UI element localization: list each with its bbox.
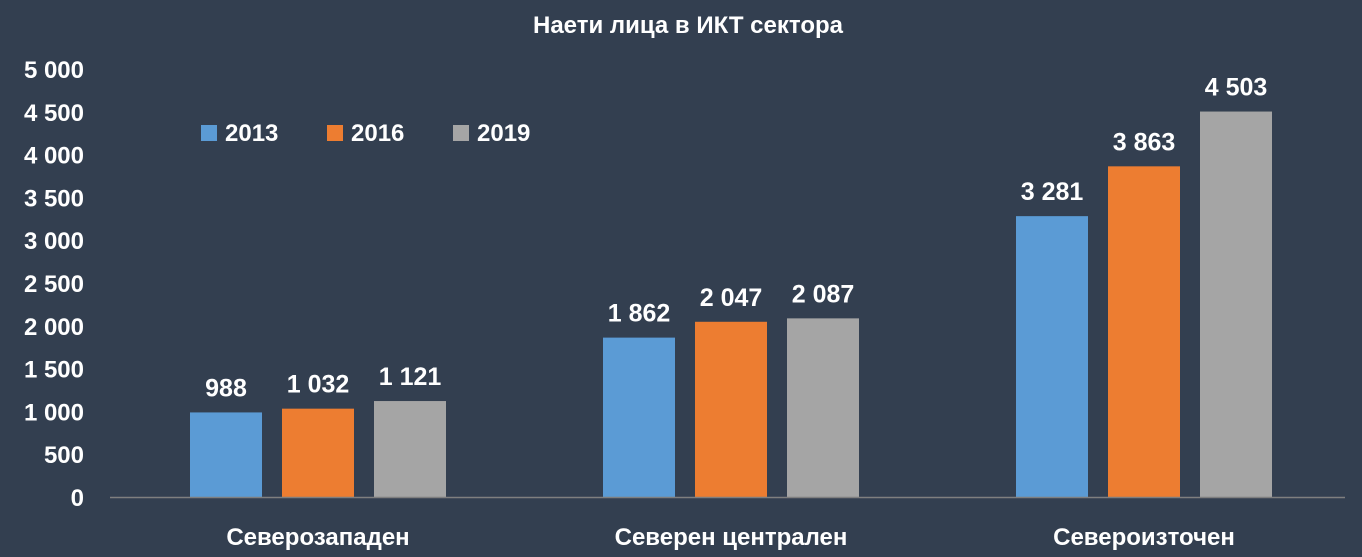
data-label: 2 047 [700,284,763,312]
category-label: Северен централен [615,524,848,551]
bar-2013-3 [1016,216,1088,497]
legend-swatch-2019 [453,125,469,141]
y-tick-label: 1 500 [24,357,84,384]
bar-2016-1 [282,408,354,497]
data-label: 3 281 [1021,178,1084,206]
y-tick-label: 5 000 [24,57,84,84]
y-tick-label: 4 000 [24,143,84,170]
bar-2019-1 [374,401,446,497]
chart-title: Наети лица в ИКТ сектора [533,12,844,39]
bar-2016-3 [1108,166,1180,497]
y-tick-label: 2 000 [24,314,84,341]
data-label: 4 503 [1205,74,1268,102]
y-tick-label: 3 500 [24,185,84,212]
y-tick-label: 1 000 [24,399,84,426]
bar-2016-2 [695,321,767,497]
bar-2013-2 [603,337,675,497]
y-tick-label: 2 500 [24,271,84,298]
category-label: Североизточен [1053,524,1235,551]
bar-2019-2 [787,318,859,497]
legend-label: 2013 [225,120,278,147]
y-tick-label: 4 500 [24,100,84,127]
data-label: 1 121 [379,363,442,391]
x-axis: Северозападен Северен централен Североизто… [110,496,1345,551]
legend-swatch-2016 [327,125,343,141]
data-label: 988 [205,374,247,402]
data-label: 1 032 [287,371,350,399]
data-label: 1 862 [608,300,671,328]
bar-2013-1 [190,412,262,497]
legend-label: 2016 [351,120,404,147]
category-label: Северозападен [226,524,409,551]
y-tick-label: 0 [71,485,84,512]
data-label: 2 087 [792,280,855,308]
y-axis: 0 500 1 000 1 500 2 000 2 500 3 000 3 500 4 000 4… [24,57,84,512]
legend-swatch-2013 [201,125,217,141]
legend-label: 2019 [477,120,530,147]
bars-group [190,111,1272,497]
data-label: 3 863 [1113,128,1176,156]
value-labels-group: 988 1 032 1 121 1 862 2 047 2 087 3 281 3 863 4 … [205,74,1267,403]
y-tick-label: 500 [44,442,84,469]
bar-2019-3 [1200,111,1272,497]
legend: 2013 2016 2019 [201,120,530,147]
y-tick-label: 3 000 [24,228,84,255]
